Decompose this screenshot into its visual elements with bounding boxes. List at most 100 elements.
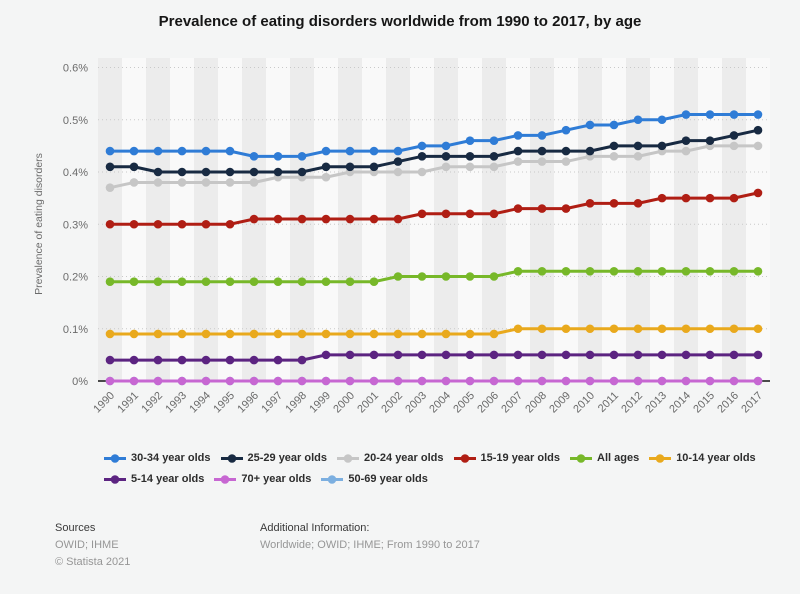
plot-bands bbox=[98, 58, 770, 381]
data-point bbox=[561, 157, 571, 166]
data-point bbox=[729, 110, 739, 119]
data-point bbox=[105, 329, 115, 339]
data-point bbox=[633, 350, 643, 360]
x-tick-label: 2009 bbox=[547, 390, 573, 416]
x-tick-label: 2013 bbox=[643, 390, 669, 416]
data-point bbox=[537, 157, 547, 166]
legend-item: 50-69 year olds bbox=[321, 473, 428, 485]
data-point bbox=[585, 376, 595, 386]
data-point bbox=[201, 178, 211, 187]
data-point bbox=[417, 209, 427, 219]
plot-band bbox=[434, 58, 458, 381]
data-point bbox=[225, 329, 235, 339]
data-point bbox=[273, 376, 283, 386]
data-point bbox=[297, 329, 307, 339]
data-point bbox=[465, 209, 475, 219]
data-point bbox=[753, 350, 763, 360]
data-point bbox=[273, 277, 283, 287]
data-point bbox=[417, 350, 427, 360]
data-point bbox=[705, 136, 715, 145]
data-point bbox=[129, 219, 139, 229]
data-point bbox=[273, 214, 283, 224]
plot-band bbox=[458, 58, 482, 381]
data-point bbox=[201, 376, 211, 386]
data-point bbox=[489, 272, 499, 281]
data-point bbox=[513, 376, 523, 386]
data-point bbox=[441, 162, 451, 172]
data-point bbox=[249, 178, 259, 187]
data-point bbox=[129, 162, 139, 172]
data-point bbox=[753, 324, 763, 334]
plot-band bbox=[194, 58, 218, 381]
data-point bbox=[681, 146, 691, 156]
data-point bbox=[393, 376, 403, 386]
data-point bbox=[297, 376, 307, 386]
plot-band bbox=[146, 58, 170, 381]
data-point bbox=[465, 376, 475, 386]
data-point bbox=[465, 152, 475, 161]
legend-item: 20-24 year olds bbox=[337, 452, 444, 464]
data-point bbox=[537, 266, 547, 276]
data-point bbox=[753, 141, 763, 151]
data-point bbox=[657, 376, 667, 386]
data-point bbox=[225, 178, 235, 187]
data-point bbox=[369, 214, 379, 224]
data-point bbox=[273, 355, 283, 365]
data-point bbox=[729, 376, 739, 386]
data-point bbox=[633, 115, 643, 125]
legend-marker-icon bbox=[321, 474, 344, 484]
data-point bbox=[705, 110, 715, 119]
series-15-19-year-olds bbox=[105, 188, 763, 229]
data-point bbox=[177, 277, 187, 287]
data-point bbox=[681, 136, 691, 145]
data-point bbox=[465, 136, 475, 145]
data-point bbox=[201, 167, 211, 177]
data-point bbox=[681, 266, 691, 276]
y-tick-label: 0.2% bbox=[63, 272, 88, 284]
legend-label: 15-19 year olds bbox=[480, 452, 561, 464]
data-point bbox=[417, 376, 427, 386]
x-tick-label: 1991 bbox=[115, 390, 141, 416]
data-point bbox=[369, 162, 379, 172]
data-point bbox=[489, 152, 499, 161]
data-point bbox=[225, 146, 235, 156]
data-point bbox=[705, 266, 715, 276]
data-point bbox=[753, 188, 763, 198]
data-point bbox=[513, 131, 523, 140]
data-point bbox=[177, 178, 187, 187]
legend-marker-icon bbox=[220, 453, 243, 463]
legend-label: 25-29 year olds bbox=[247, 452, 328, 464]
data-point bbox=[513, 324, 523, 334]
data-point bbox=[249, 329, 259, 339]
data-point bbox=[441, 152, 451, 161]
y-tick-label: 0.6% bbox=[63, 63, 88, 75]
series-5-14-year-olds bbox=[105, 350, 763, 365]
data-point bbox=[561, 350, 571, 360]
data-point bbox=[297, 277, 307, 287]
data-point bbox=[177, 167, 187, 177]
data-point bbox=[561, 266, 571, 276]
data-point bbox=[321, 214, 331, 224]
data-point bbox=[393, 214, 403, 224]
legend-marker-icon bbox=[104, 453, 126, 463]
data-point bbox=[153, 376, 163, 386]
data-point bbox=[225, 355, 235, 365]
legend-item: All ages bbox=[570, 452, 639, 464]
sources-label: Sources bbox=[55, 522, 96, 534]
y-tick-label: 0.5% bbox=[63, 115, 88, 127]
data-point bbox=[177, 355, 187, 365]
series-line bbox=[110, 191, 759, 226]
data-point bbox=[201, 355, 211, 365]
data-point bbox=[225, 277, 235, 287]
data-point bbox=[249, 152, 259, 161]
plot-band bbox=[170, 58, 194, 381]
chart-legend: 30-34 year olds 25-29 year olds 20-24 year… bbox=[104, 452, 794, 485]
data-point bbox=[561, 324, 571, 334]
series-70+-year-olds bbox=[105, 376, 763, 386]
data-point bbox=[489, 350, 499, 360]
series-line bbox=[109, 144, 758, 190]
data-point bbox=[177, 329, 187, 339]
x-tick-label: 2004 bbox=[427, 390, 453, 416]
plot-band bbox=[482, 58, 506, 381]
data-point bbox=[417, 329, 427, 339]
